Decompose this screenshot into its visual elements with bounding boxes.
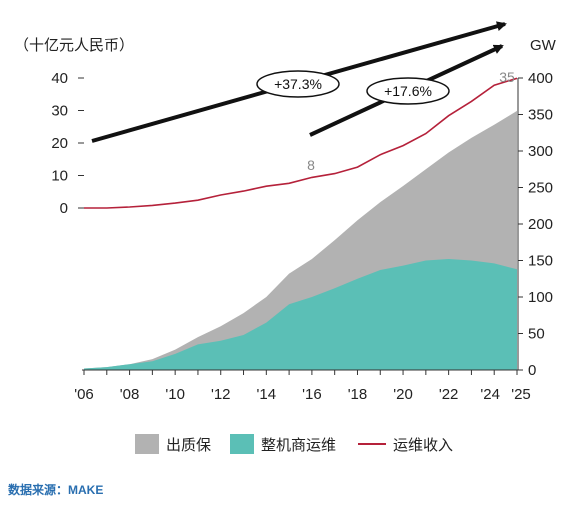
right-tick-label: 250: [528, 180, 553, 197]
area-layer: [84, 110, 517, 371]
growth-label-2: +17.6%: [384, 83, 432, 99]
annotation-value-8: 8: [307, 157, 315, 173]
legend: 出质保 整机商运维 运维收入: [135, 434, 453, 454]
left-tick-label: 20: [51, 135, 68, 152]
annotation-value-35: 35: [499, 69, 515, 85]
legend-label-warranty: 出质保: [166, 437, 211, 454]
growth-label-1: +37.3%: [274, 76, 322, 92]
right-axis-ticks: 0 50 100 150 200 250 300 350 400: [518, 70, 553, 379]
x-tick-label: '18: [348, 386, 368, 403]
legend-swatch-gray: [135, 434, 159, 454]
left-tick-label: 10: [51, 168, 68, 185]
left-axis-ticks: 0 10 20 30 40: [51, 70, 84, 217]
line-layer: [84, 77, 518, 209]
right-axis-unit: GW: [530, 37, 557, 54]
left-tick-label: 30: [51, 103, 68, 120]
source-note: 数据来源：MAKE: [8, 481, 103, 498]
x-tick-label: '24: [480, 386, 500, 403]
right-tick-label: 50: [528, 326, 545, 343]
x-tick-label: '10: [165, 386, 185, 403]
x-tick-label: '12: [211, 386, 231, 403]
right-tick-label: 200: [528, 216, 553, 233]
growth-label-1-bubble: [256, 70, 340, 98]
left-tick-label: 40: [51, 70, 68, 87]
source-value: MAKE: [68, 483, 104, 497]
x-axis-ticks: '06 '08 '10 '12 '14 '16 '18 '20 '22 '24 '25: [74, 370, 531, 403]
left-tick-label: 0: [60, 200, 68, 217]
right-tick-label: 100: [528, 289, 553, 306]
legend-label-revenue: 运维收入: [393, 437, 453, 454]
right-tick-label: 150: [528, 253, 553, 270]
x-tick-label: '14: [257, 386, 277, 403]
x-tick-label: '08: [120, 386, 140, 403]
source-label: 数据来源：: [8, 483, 69, 497]
x-tick-label: '20: [393, 386, 413, 403]
right-tick-label: 300: [528, 143, 553, 160]
legend-label-oem: 整机商运维: [261, 437, 336, 454]
legend-swatch-teal: [230, 434, 254, 454]
x-tick-label: '25: [511, 386, 531, 403]
area-series-1: [84, 259, 517, 370]
x-tick-label: '22: [439, 386, 459, 403]
x-tick-label: '06: [74, 386, 94, 403]
growth-label-2-bubble: [366, 77, 450, 105]
right-tick-label: 350: [528, 107, 553, 124]
line-series-revenue: [84, 77, 518, 209]
x-tick-label: '16: [302, 386, 322, 403]
left-axis-unit: （十亿元人民币）: [14, 37, 134, 54]
right-tick-label: 0: [528, 362, 536, 379]
right-tick-label: 400: [528, 70, 553, 87]
